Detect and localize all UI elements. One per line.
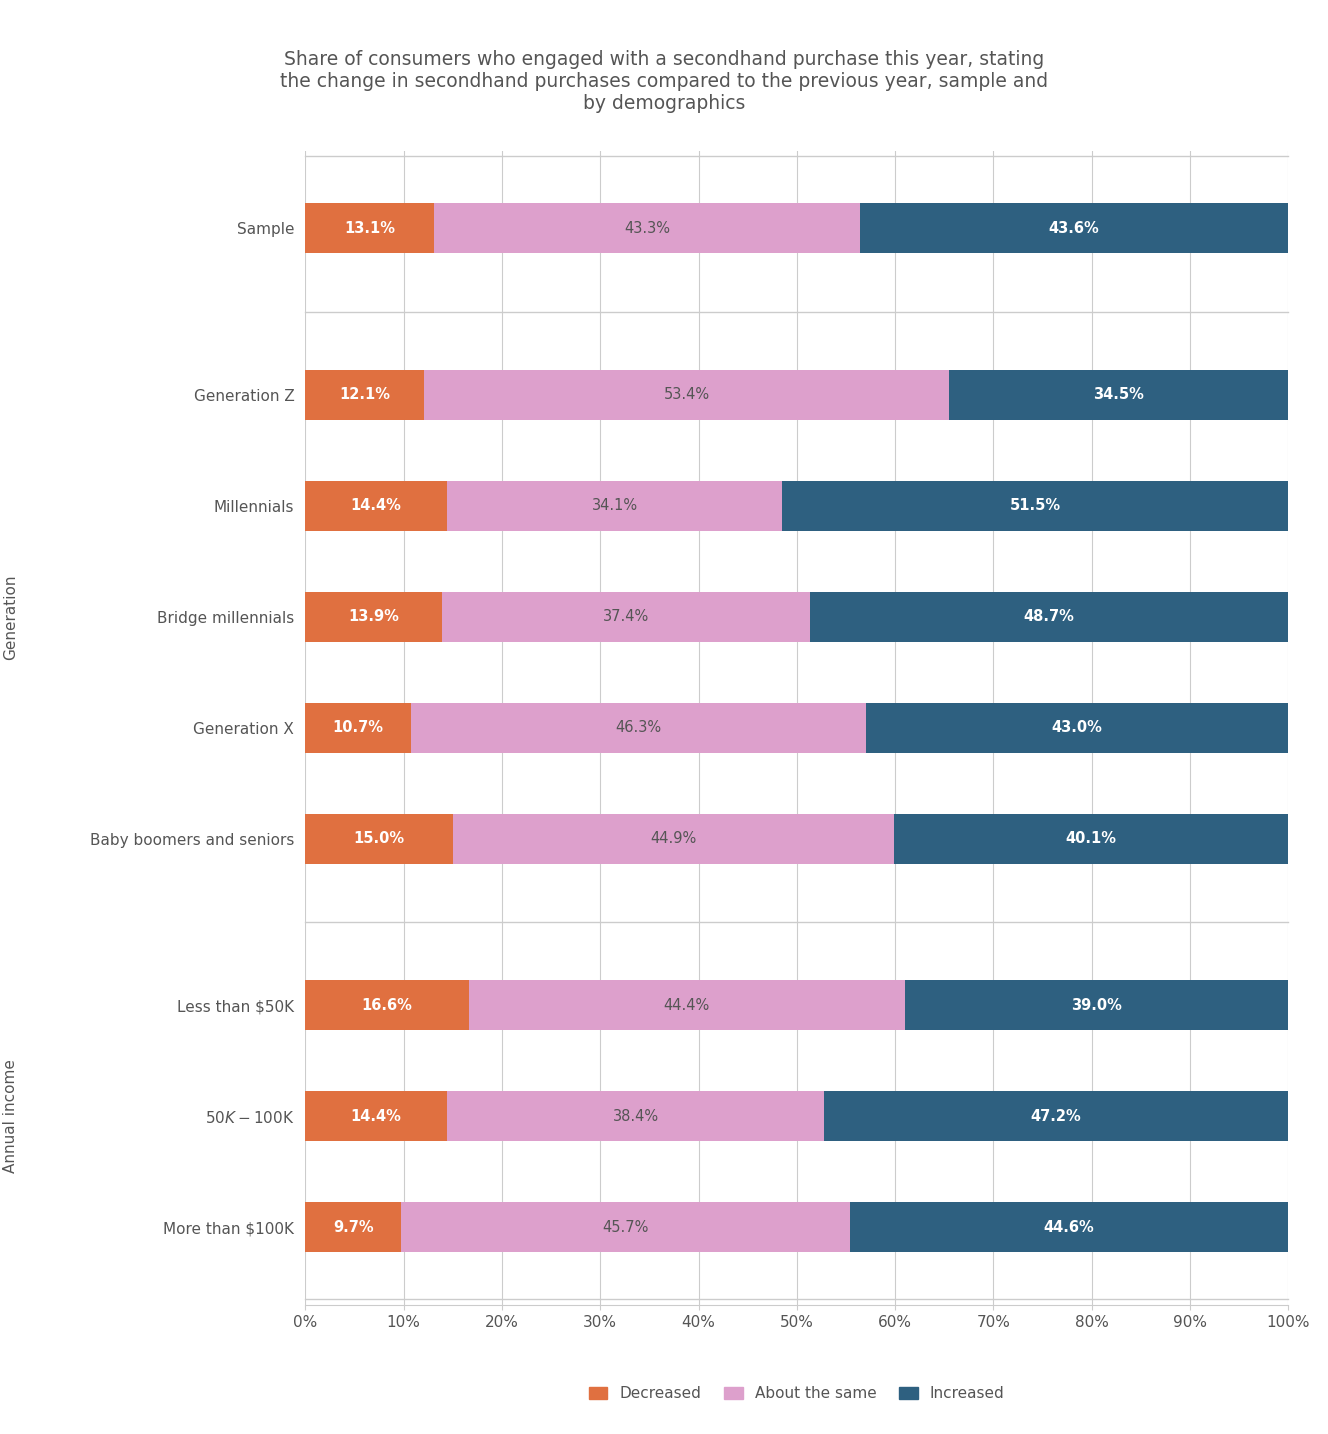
Bar (305, 1091, 448, 1141)
Bar (859, 204, 1288, 254)
Text: 44.6%: 44.6% (1044, 1220, 1094, 1235)
Text: 45.7%: 45.7% (602, 1220, 648, 1235)
Text: 51.5%: 51.5% (1009, 498, 1061, 513)
Text: 13.1%: 13.1% (344, 221, 396, 235)
Text: 43.6%: 43.6% (1049, 221, 1100, 235)
Bar (453, 813, 894, 863)
Bar (894, 813, 1288, 863)
Bar (866, 703, 1288, 753)
Text: 14.4%: 14.4% (351, 1108, 401, 1124)
Text: 13.9%: 13.9% (348, 609, 400, 624)
Bar (401, 1202, 850, 1252)
Text: 39.0%: 39.0% (1072, 998, 1122, 1012)
Bar (469, 981, 904, 1030)
Bar (305, 703, 410, 753)
Bar (305, 204, 434, 254)
Text: 43.0%: 43.0% (1052, 720, 1102, 736)
Bar (305, 592, 442, 642)
Text: 46.3%: 46.3% (615, 720, 661, 736)
Bar (434, 204, 859, 254)
Text: 34.5%: 34.5% (1093, 387, 1145, 403)
Bar (305, 1202, 401, 1252)
Bar (305, 370, 425, 420)
Bar (305, 480, 448, 531)
Text: 9.7%: 9.7% (333, 1220, 373, 1235)
Text: 43.3%: 43.3% (624, 221, 669, 235)
Bar (442, 592, 810, 642)
Bar (448, 480, 782, 531)
Text: 44.4%: 44.4% (664, 998, 710, 1012)
Text: 48.7%: 48.7% (1024, 609, 1074, 624)
Legend: Decreased, About the same, Increased: Decreased, About the same, Increased (588, 1387, 1005, 1401)
Bar (950, 370, 1288, 420)
Bar (305, 981, 469, 1030)
Text: 14.4%: 14.4% (351, 498, 401, 513)
Bar (810, 592, 1288, 642)
Text: 15.0%: 15.0% (353, 832, 405, 846)
Text: 37.4%: 37.4% (603, 609, 649, 624)
Text: Annual income: Annual income (3, 1060, 19, 1173)
Bar (305, 813, 453, 863)
Text: 16.6%: 16.6% (361, 998, 413, 1012)
Text: 34.1%: 34.1% (591, 498, 637, 513)
Text: Generation: Generation (3, 574, 19, 660)
Text: 47.2%: 47.2% (1031, 1108, 1081, 1124)
Text: 44.9%: 44.9% (651, 832, 697, 846)
Text: Share of consumers who engaged with a secondhand purchase this year, stating
the: Share of consumers who engaged with a se… (280, 50, 1048, 113)
Bar (782, 480, 1288, 531)
Bar (410, 703, 866, 753)
Text: 10.7%: 10.7% (332, 720, 384, 736)
Bar (448, 1091, 825, 1141)
Text: 12.1%: 12.1% (340, 387, 390, 403)
Text: 40.1%: 40.1% (1065, 832, 1117, 846)
Bar (425, 370, 950, 420)
Text: 53.4%: 53.4% (664, 387, 709, 403)
Bar (825, 1091, 1288, 1141)
Text: 38.4%: 38.4% (612, 1108, 659, 1124)
Bar (904, 981, 1288, 1030)
Bar (850, 1202, 1288, 1252)
